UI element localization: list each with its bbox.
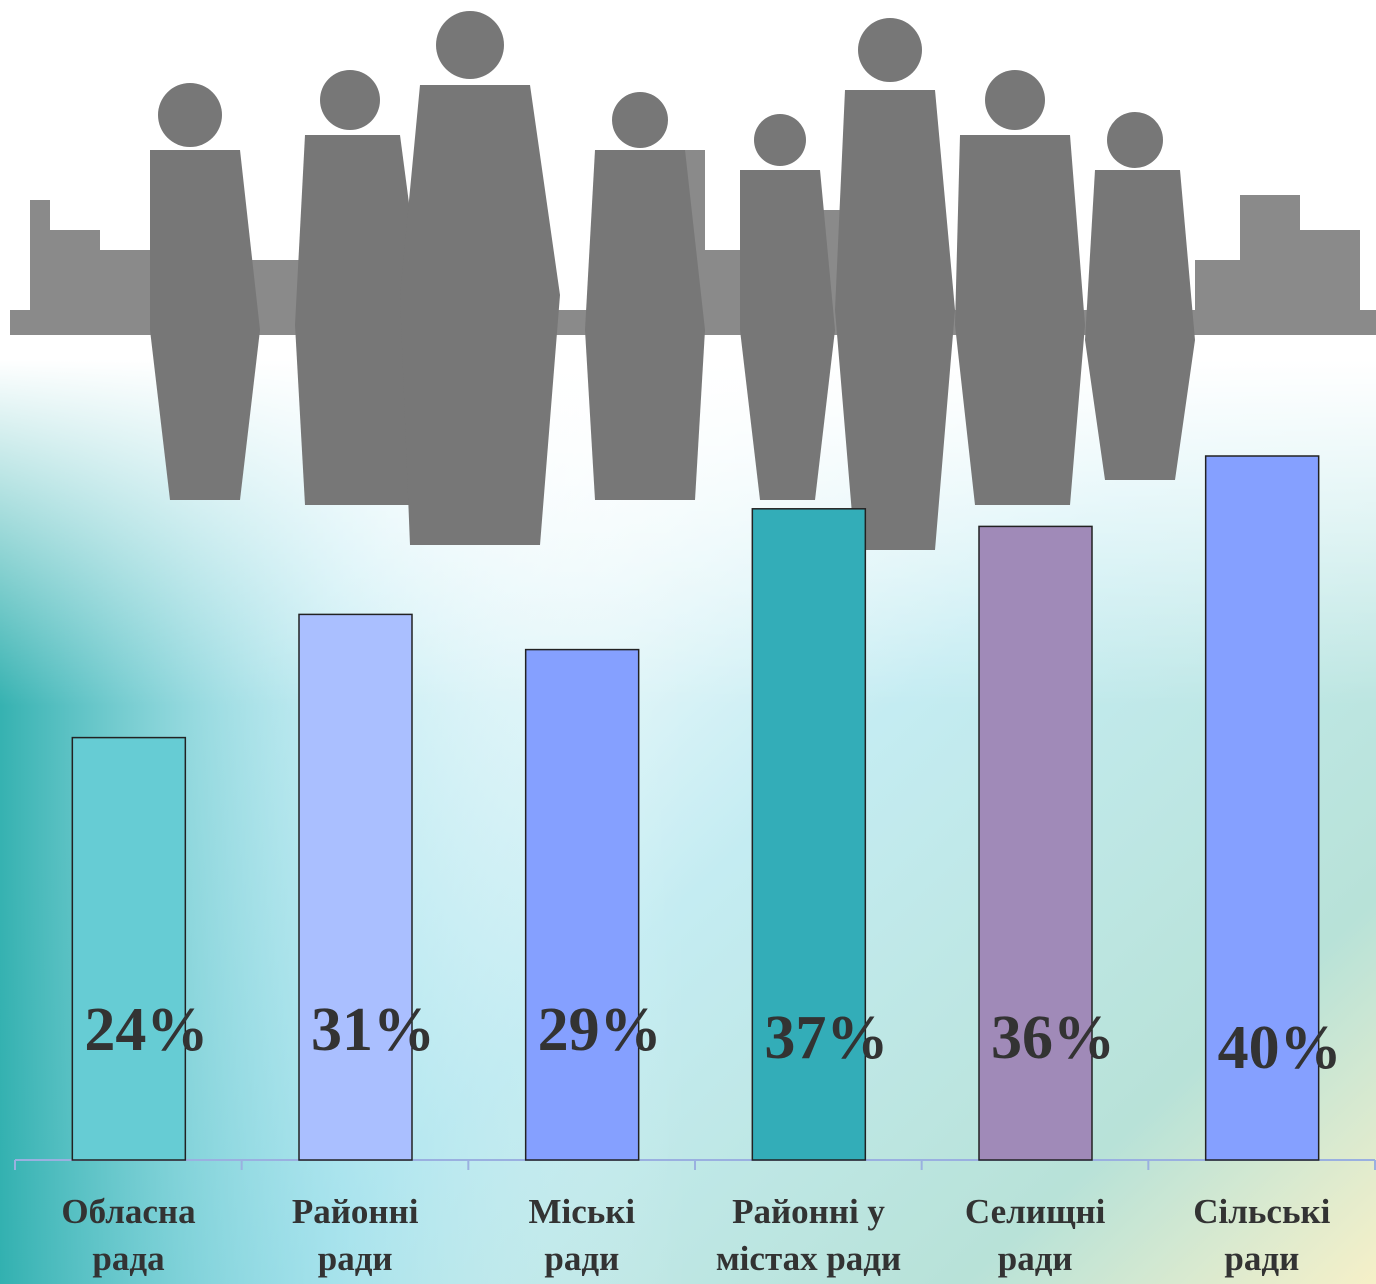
bar (1204, 455, 1320, 1161)
value-label: 29% (537, 996, 662, 1064)
x-tick-label: Селищні ради (964, 1192, 1106, 1278)
value-label: 40% (1217, 1014, 1342, 1082)
bar (978, 525, 1093, 1161)
value-label: 31% (311, 996, 435, 1064)
bar (524, 648, 640, 1161)
silhouettes (150, 11, 1195, 550)
x-tick-label: Обласна рада (61, 1192, 196, 1278)
bar (298, 613, 413, 1161)
bar (751, 508, 867, 1161)
x-tick-label: Районні у містах ради (715, 1192, 902, 1278)
x-tick-label: Районні ради (291, 1192, 419, 1278)
value-label: 24% (84, 996, 209, 1064)
bar (71, 736, 187, 1161)
x-tick-label: Сільські ради (1193, 1192, 1331, 1278)
value-label: 36% (991, 1004, 1115, 1072)
value-label: 37% (764, 1004, 889, 1072)
x-tick-label: Міські ради (528, 1192, 636, 1278)
